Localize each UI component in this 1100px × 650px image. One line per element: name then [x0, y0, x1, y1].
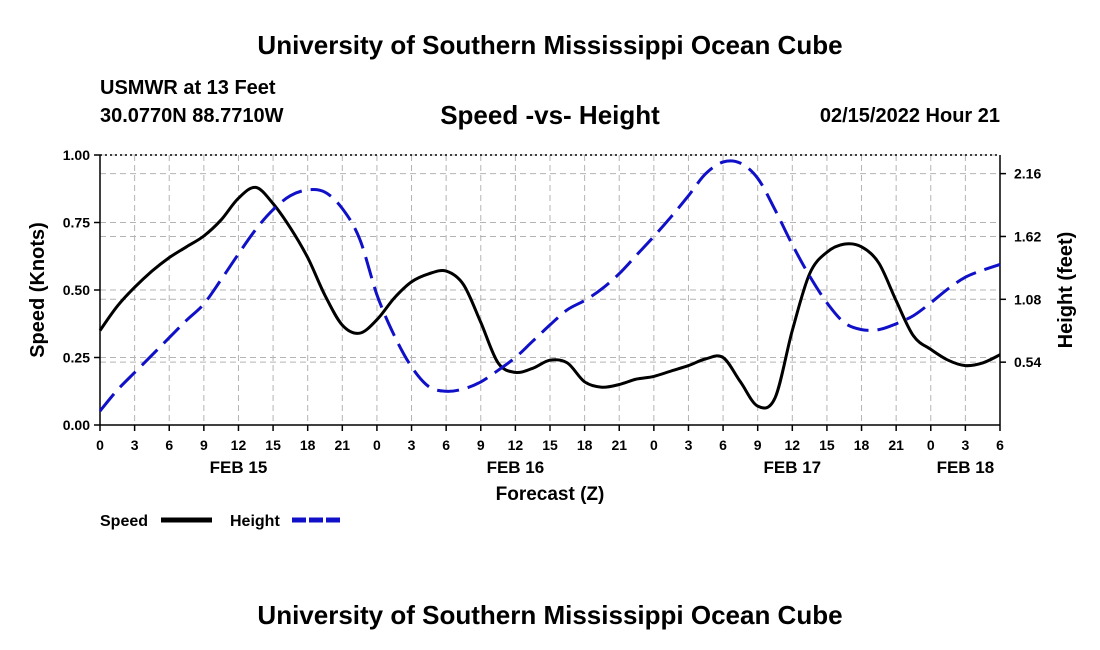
- x-tick-label: 21: [888, 437, 904, 453]
- x-tick-label: 6: [442, 437, 450, 453]
- right-tick-label: 2.16: [1014, 166, 1041, 182]
- station-coordinates: 30.0770N 88.7710W: [100, 105, 284, 127]
- x-tick-label: 15: [542, 437, 558, 453]
- footer-title: University of Southern Mississippi Ocean…: [257, 600, 843, 630]
- x-tick-label: 6: [996, 437, 1004, 453]
- station-label: USMWR at 13 Feet: [100, 77, 276, 99]
- right-tick-label: 0.54: [1014, 354, 1041, 370]
- x-tick-label: 0: [650, 437, 658, 453]
- left-tick-label: 0.50: [63, 282, 90, 298]
- x-tick-label: 18: [300, 437, 316, 453]
- forecast-datestamp: 02/15/2022 Hour 21: [819, 105, 1000, 127]
- left-axis-title: Speed (Knots): [27, 222, 49, 358]
- x-tick-label: 0: [373, 437, 381, 453]
- date-label: FEB 17: [763, 458, 821, 477]
- date-label: FEB 18: [937, 458, 995, 477]
- x-tick-label: 15: [265, 437, 281, 453]
- x-tick-label: 21: [335, 437, 351, 453]
- x-tick-label: 18: [577, 437, 593, 453]
- x-tick-label: 9: [477, 437, 485, 453]
- main-title: University of Southern Mississippi Ocean…: [257, 30, 843, 60]
- x-tick-label: 12: [785, 437, 801, 453]
- x-tick-label: 12: [231, 437, 247, 453]
- right-axis-title: Height (feet): [1055, 232, 1077, 349]
- x-tick-label: 3: [131, 437, 139, 453]
- speed-series-line: [98, 185, 1001, 410]
- right-tick-label: 1.08: [1014, 291, 1041, 307]
- x-tick-label: 3: [408, 437, 416, 453]
- date-label: FEB 15: [210, 458, 268, 477]
- x-tick-label: 21: [611, 437, 627, 453]
- right-tick-label: 1.62: [1014, 228, 1041, 244]
- chart-subtitle: Speed -vs- Height: [440, 100, 660, 130]
- x-tick-label: 15: [819, 437, 835, 453]
- legend-height-label: Height: [230, 513, 280, 530]
- x-tick-label: 9: [754, 437, 762, 453]
- x-tick-label: 3: [961, 437, 969, 453]
- x-tick-label: 18: [854, 437, 870, 453]
- x-tick-label: 6: [165, 437, 173, 453]
- x-tick-label: 6: [719, 437, 727, 453]
- x-axis-title: Forecast (Z): [496, 484, 605, 505]
- legend-speed-label: Speed: [100, 513, 148, 530]
- left-tick-label: 0.25: [63, 350, 90, 366]
- height-series-line: [98, 159, 1001, 412]
- left-tick-label: 0.75: [63, 215, 90, 231]
- x-tick-label: 12: [508, 437, 524, 453]
- left-tick-label: 1.00: [63, 147, 90, 163]
- x-tick-label: 0: [927, 437, 935, 453]
- x-tick-label: 0: [96, 437, 104, 453]
- x-tick-label: 9: [200, 437, 208, 453]
- x-tick-label: 3: [685, 437, 693, 453]
- date-label: FEB 16: [487, 458, 545, 477]
- left-tick-label: 0.00: [63, 417, 90, 433]
